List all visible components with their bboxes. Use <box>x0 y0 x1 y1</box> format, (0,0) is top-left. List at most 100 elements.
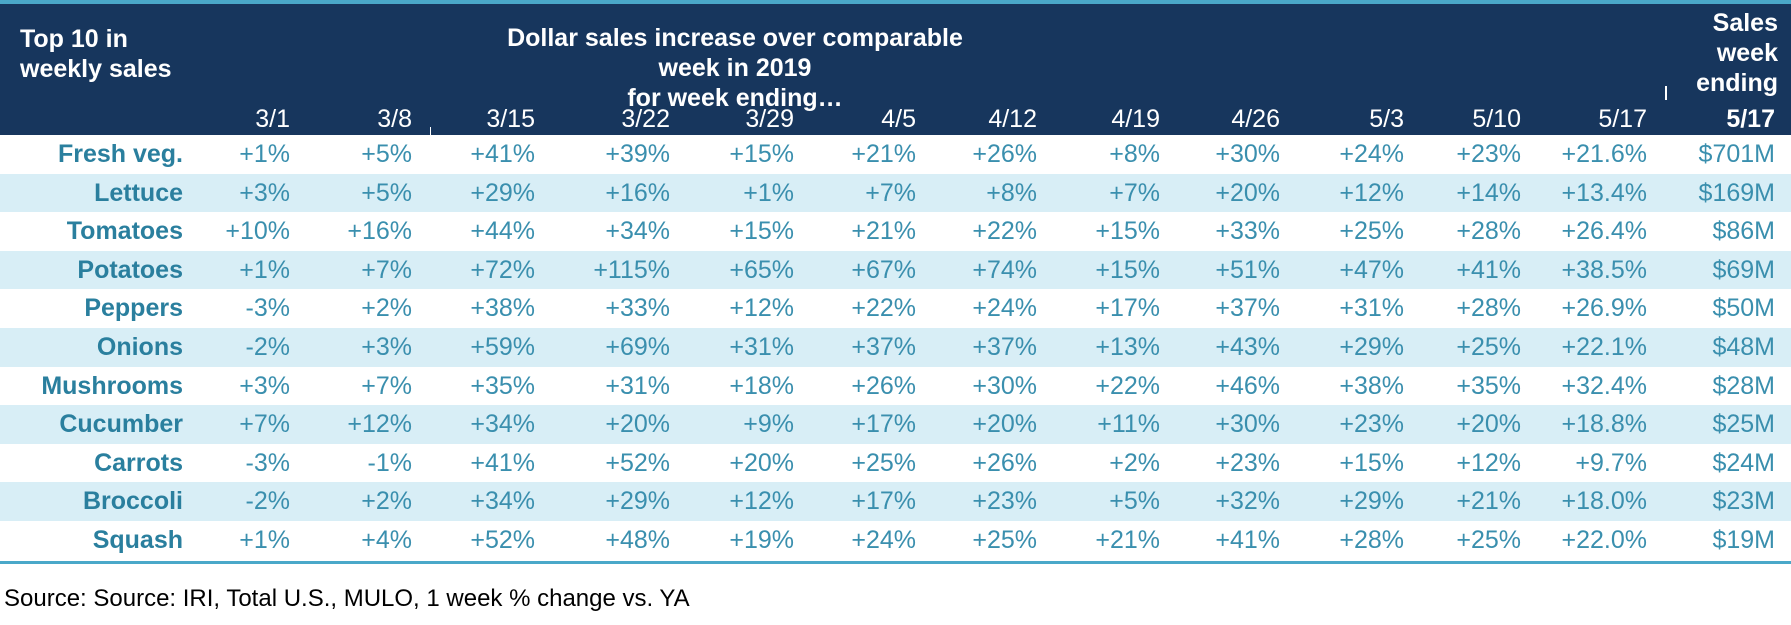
table-cell: +23% <box>1339 410 1404 439</box>
table-cell: $48M <box>1712 332 1775 361</box>
table-cell: +21% <box>851 140 916 168</box>
table-cell: -2% <box>245 332 290 361</box>
table-cell: +44% <box>470 217 535 246</box>
column-header: 4/19 <box>1111 105 1160 133</box>
table-cell: +26.9% <box>1561 294 1648 323</box>
table-cell: $169M <box>1698 178 1775 207</box>
table-cell: +74% <box>972 255 1037 284</box>
table-cell: +1% <box>743 178 794 207</box>
table-cell: +15% <box>1095 255 1160 284</box>
table-cell: +23% <box>1215 448 1280 477</box>
table-cell: +16% <box>605 178 670 207</box>
table-cell: +17% <box>851 487 916 516</box>
table-cell: +35% <box>1456 371 1521 400</box>
table-cell: +15% <box>1339 448 1404 477</box>
table-cell: +1% <box>239 525 290 554</box>
row-label: Lettuce <box>94 178 183 207</box>
column-header: 3/22 <box>621 105 670 133</box>
table-cell: +31% <box>729 332 794 361</box>
table-cell: +37% <box>851 332 916 361</box>
table-header: Top 10 in weekly sales Dollar sales incr… <box>0 4 1791 135</box>
table-cell: +30% <box>1215 410 1280 439</box>
column-header: 4/5 <box>881 105 916 133</box>
table-cell: +13.4% <box>1561 178 1648 207</box>
row-label: Fresh veg. <box>57 140 183 168</box>
bottom-rule <box>0 561 1791 564</box>
table-cell: +20% <box>729 448 794 477</box>
column-header: 4/12 <box>988 105 1037 133</box>
table-cell: +32% <box>1215 487 1280 516</box>
table-cell: +7% <box>1109 178 1160 207</box>
table-cell: +20% <box>1215 178 1280 207</box>
table-cell: +47% <box>1339 255 1404 284</box>
table-cell: +12% <box>729 294 794 323</box>
table-cell: +32.4% <box>1561 371 1648 400</box>
table-cell: $19M <box>1712 525 1775 554</box>
table-row: Lettuce +3% +5% +29% +16% +1% +7% +8% +7% +20% +12… <box>0 173 1791 213</box>
table-cell: $24M <box>1712 448 1775 477</box>
right-header-line1: Sales <box>1712 9 1778 37</box>
table-cell: +7% <box>361 255 412 284</box>
main-header-line2: for week ending… <box>627 84 843 112</box>
row-label: Tomatoes <box>66 217 183 246</box>
table-cell: +15% <box>729 140 794 168</box>
table-cell: +24% <box>972 294 1037 323</box>
table-cell: +25% <box>1456 525 1521 554</box>
table-cell: +67% <box>851 255 916 284</box>
table-cell: +34% <box>605 217 670 246</box>
table-cell: +29% <box>1339 487 1404 516</box>
table-cell: +10% <box>225 217 290 246</box>
right-header-title: Sales week ending <box>1660 8 1778 98</box>
column-header: 5/17 <box>1598 105 1647 133</box>
table-cell: +29% <box>470 178 535 207</box>
table-cell: +12% <box>729 487 794 516</box>
table-cell: +3% <box>239 178 290 207</box>
table-cell: +14% <box>1456 178 1521 207</box>
table-cell: +25% <box>1339 217 1404 246</box>
table-cell: +20% <box>605 410 670 439</box>
table-cell: +43% <box>1215 332 1280 361</box>
table-cell: +39% <box>605 140 670 168</box>
table-cell: +31% <box>1339 294 1404 323</box>
table-cell: -2% <box>245 487 290 516</box>
table-row: Cucumber +7% +12% +34% +20% +9% +17% +20% +11% +3… <box>0 405 1791 444</box>
row-label: Squash <box>92 525 183 554</box>
table-cell: +28% <box>1339 525 1404 554</box>
table-cell: +17% <box>851 410 916 439</box>
table-cell: +37% <box>972 332 1037 361</box>
row-label: Carrots <box>94 448 183 477</box>
main-header-line1: Dollar sales increase over comparable we… <box>507 24 963 82</box>
table-cell: +21.6% <box>1561 140 1648 168</box>
table-cell: $701M <box>1698 140 1775 168</box>
table-cell: +33% <box>1215 217 1280 246</box>
table-cell: +26% <box>972 448 1037 477</box>
table-cell: +5% <box>1109 487 1160 516</box>
table-cell: +4% <box>361 525 412 554</box>
table-cell: +51% <box>1215 255 1280 284</box>
table-cell: +19% <box>729 525 794 554</box>
table-row: Fresh veg. +1% +5% +41% +39% +15% +21% +26% +8% +… <box>0 135 1791 174</box>
table-row: Peppers -3% +2% +38% +33% +12% +22% +24% +17% +37… <box>0 289 1791 328</box>
header-tick <box>430 127 431 135</box>
table-cell: +5% <box>361 178 412 207</box>
table-cell: +28% <box>1456 217 1521 246</box>
row-label: Cucumber <box>59 410 183 439</box>
table-cell: $50M <box>1712 294 1775 323</box>
table-cell: +8% <box>1109 140 1160 168</box>
table-cell: $86M <box>1712 217 1775 246</box>
table-cell: +69% <box>605 332 670 361</box>
table-cell: +25% <box>851 448 916 477</box>
table-cell: +41% <box>1215 525 1280 554</box>
table-cell: $28M <box>1712 371 1775 400</box>
table-cell: +59% <box>470 332 535 361</box>
table-cell: +2% <box>361 487 412 516</box>
table-cell: +12% <box>1456 448 1521 477</box>
table-cell: +13% <box>1095 332 1160 361</box>
table-cell: +30% <box>1215 140 1280 168</box>
header-divider <box>1665 86 1667 100</box>
table-cell: +41% <box>470 448 535 477</box>
table-cell: +65% <box>729 255 794 284</box>
table-cell: +22% <box>851 294 916 323</box>
main-header-title: Dollar sales increase over comparable we… <box>500 23 970 113</box>
table-cell: +7% <box>239 410 290 439</box>
